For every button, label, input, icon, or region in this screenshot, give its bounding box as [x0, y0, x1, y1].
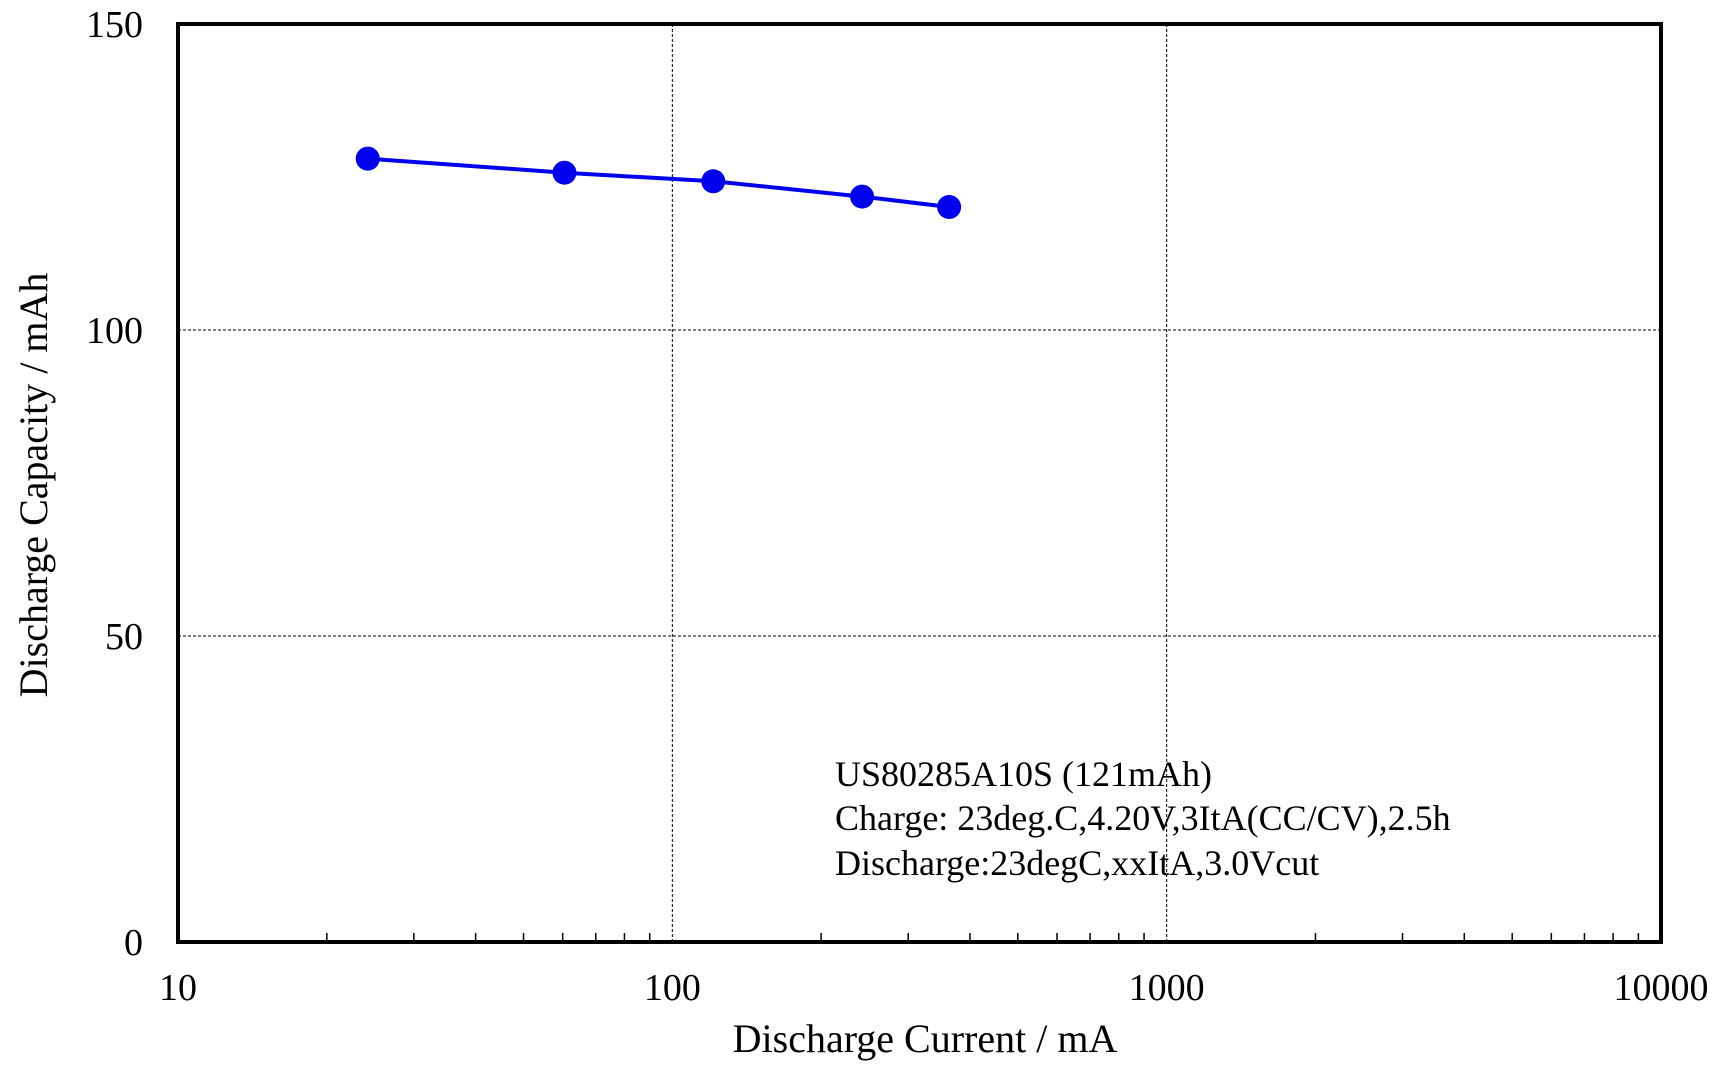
y-tick-label: 0 — [124, 922, 143, 964]
data-point — [701, 169, 726, 194]
data-point — [355, 146, 380, 171]
y-tick-label: 100 — [86, 310, 143, 352]
data-point — [937, 194, 962, 219]
x-tick-label: 100 — [644, 967, 701, 1009]
data-point — [850, 184, 875, 209]
plot-frame — [176, 22, 1663, 944]
annotation-discharge-conditions: Discharge:23degC,xxItA,3.0Vcut — [835, 843, 1319, 883]
y-tick-label: 50 — [105, 616, 143, 658]
data-series — [355, 146, 962, 219]
x-tick-label: 10000 — [1614, 967, 1709, 1009]
annotation-cell-model: US80285A10S (121mAh) — [835, 754, 1212, 794]
y-tick-label: 150 — [86, 4, 143, 46]
data-point — [552, 160, 577, 185]
annotation-charge-conditions: Charge: 23deg.C,4.20V,3ItA(CC/CV),2.5h — [835, 798, 1451, 838]
x-axis-title: Discharge Current / mA — [733, 1016, 1118, 1061]
y-tick-labels: 0 50 100 150 — [86, 4, 143, 964]
x-tick-label: 1000 — [1129, 967, 1205, 1009]
x-tick-label: 10 — [159, 967, 197, 1009]
x-tick-labels: 10 100 1000 10000 — [159, 967, 1709, 1009]
y-axis-title: Discharge Capacity / mAh — [11, 273, 56, 698]
annotation-box: US80285A10S (121mAh) Charge: 23deg.C,4.2… — [835, 754, 1451, 883]
